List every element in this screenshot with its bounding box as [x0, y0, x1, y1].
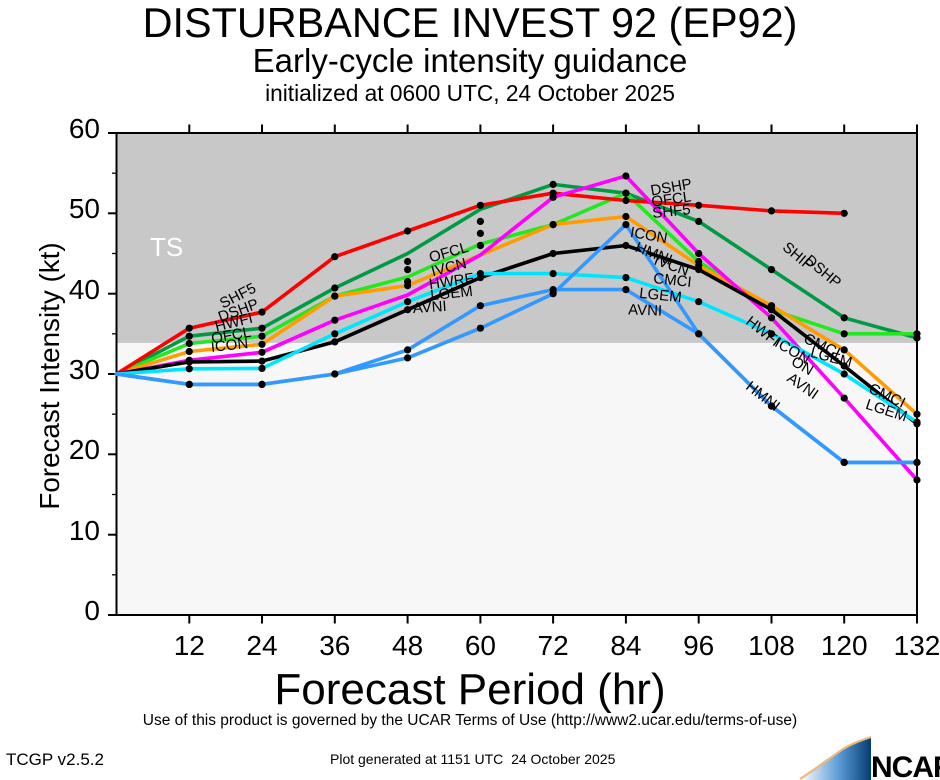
svg-text:NCAR: NCAR: [871, 751, 940, 780]
